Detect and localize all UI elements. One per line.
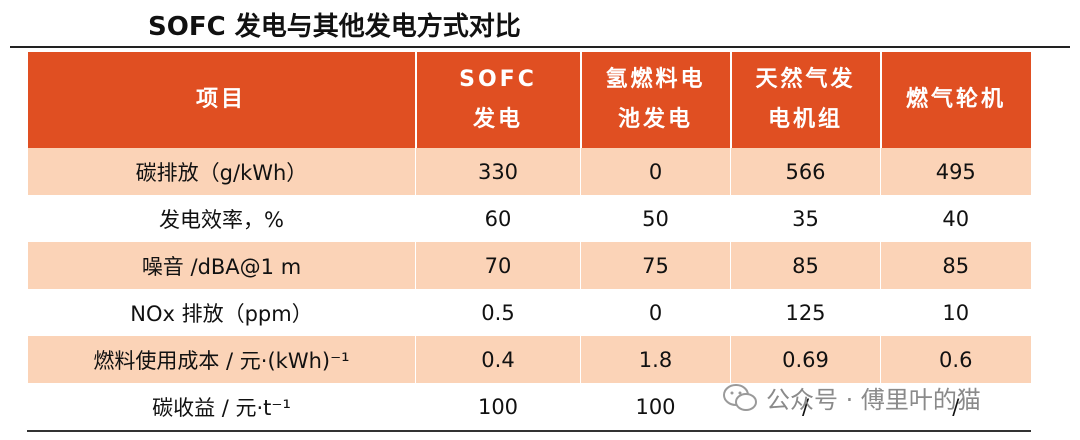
row-label: 碳收益 / 元·t⁻¹ xyxy=(27,383,416,432)
table-cell: 100 xyxy=(415,383,581,432)
table-cell: 60 xyxy=(415,195,581,242)
table-cell: 0 xyxy=(580,289,731,336)
table-row: 燃料使用成本 / 元·(kWh)⁻¹ 0.4 1.8 0.69 0.6 xyxy=(27,336,1031,383)
row-label: 噪音 /dBA@1 m xyxy=(27,242,416,289)
table-cell: 495 xyxy=(880,148,1031,195)
header-cell: 燃气轮机 xyxy=(879,52,1031,148)
table-row: 发电效率，% 60 50 35 40 xyxy=(27,195,1031,242)
row-label: 燃料使用成本 / 元·(kWh)⁻¹ xyxy=(27,336,416,383)
header-cell: 天然气发电机组 xyxy=(729,52,881,148)
table-row: 噪音 /dBA@1 m 70 75 85 85 xyxy=(27,242,1031,289)
watermark: 公众号 · 傅里叶的猫 xyxy=(722,380,981,415)
table-cell: 10 xyxy=(880,289,1031,336)
row-label: NOx 排放（ppm） xyxy=(27,289,416,336)
table-row: NOx 排放（ppm） 0.5 0 125 10 xyxy=(27,289,1031,336)
table-body: 碳排放（g/kWh） 330 0 566 495 发电效率，% 60 50 35 40 噪音 /dB… xyxy=(27,148,1031,432)
comparison-table: 项目 SOFC 发电 氢燃料电池发电 天然气发电机组 燃气轮机 碳排放（g/kWh） 33… xyxy=(27,52,1031,432)
table-cell: 0.69 xyxy=(730,336,881,383)
table-cell: 100 xyxy=(580,383,731,432)
table-cell: 85 xyxy=(730,242,881,289)
table-cell: 566 xyxy=(730,148,881,195)
table-row: 碳收益 / 元·t⁻¹ 100 100// xyxy=(27,383,1031,432)
title-rule xyxy=(10,46,1070,48)
table-cell: 50 xyxy=(580,195,731,242)
table-cell: 0.4 xyxy=(415,336,581,383)
title: SOFC 发电与其他发电方式对比 xyxy=(148,12,521,42)
header-text: 项目 xyxy=(195,87,246,112)
header-text: 氢燃料电池发电 xyxy=(605,67,706,132)
table-cell: / xyxy=(880,383,1031,432)
table-cell: 0.6 xyxy=(880,336,1031,383)
table-cell: 70 xyxy=(415,242,581,289)
header-text: 天然气发电机组 xyxy=(755,67,856,132)
table-cell: 330 xyxy=(415,148,581,195)
row-label: 碳排放（g/kWh） xyxy=(27,148,416,195)
table-cell: 0.5 xyxy=(415,289,581,336)
table-cell: / xyxy=(730,383,881,432)
header-cell: SOFC 发电 xyxy=(414,52,581,148)
table-cell: 125 xyxy=(730,289,881,336)
header-cell: 氢燃料电池发电 xyxy=(579,52,731,148)
table-cell: 85 xyxy=(880,242,1031,289)
header-text: SOFC 发电 xyxy=(459,67,537,132)
table-row: 碳排放（g/kWh） 330 0 566 495 xyxy=(27,148,1031,195)
table-cell: 0 xyxy=(580,148,731,195)
header-text: 燃气轮机 xyxy=(905,87,1006,112)
watermark-text: 公众号 · 傅里叶的猫 xyxy=(766,386,981,414)
table-cell: 35 xyxy=(730,195,881,242)
wechat-icon xyxy=(723,383,757,411)
table-cell: 40 xyxy=(880,195,1031,242)
table-cell: 75 xyxy=(580,242,731,289)
header-cell: 项目 xyxy=(27,52,416,148)
row-label: 发电效率，% xyxy=(27,195,416,242)
header-row: 项目 SOFC 发电 氢燃料电池发电 天然气发电机组 燃气轮机 xyxy=(27,52,1031,148)
table-cell: 1.8 xyxy=(580,336,731,383)
